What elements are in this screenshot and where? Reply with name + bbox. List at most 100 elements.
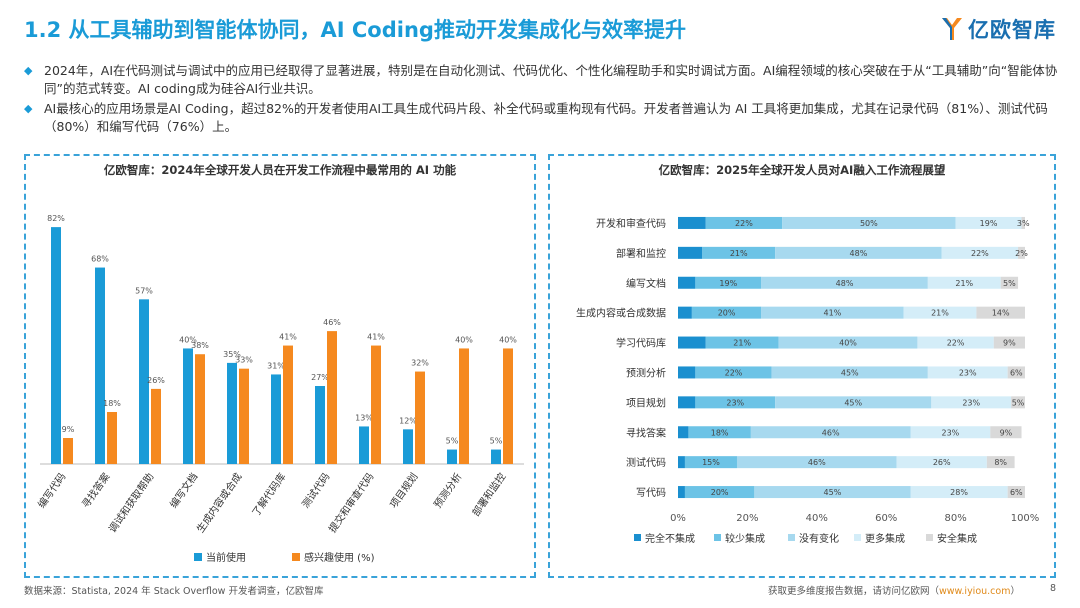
x-tick-label: 0% [670, 513, 686, 524]
bar-current [359, 426, 369, 464]
data-label: 35% [223, 350, 241, 359]
stacked-segment [1007, 366, 1025, 379]
source-note: 数据来源：Statista, 2024 年 Stack Overflow 开发者… [24, 586, 324, 597]
stacked-segment [688, 426, 751, 439]
bar-current [447, 449, 457, 464]
x-tick-label: 20% [736, 513, 758, 524]
y-tick-label: 寻找答案 [626, 426, 666, 439]
stacked-segment [678, 486, 685, 499]
legend-swatch [854, 534, 861, 541]
data-label: 46% [323, 318, 341, 327]
segment-label: 45% [841, 368, 859, 377]
segment-label: 14% [992, 309, 1010, 318]
chart-title: 亿欧智库：2024年全球开发人员在开发工作流程中最常用的 AI 功能 [104, 163, 457, 177]
segment-label: 50% [860, 219, 878, 228]
page-title: 1.2 从工具辅助到智能体协同，AI Coding推动开发集成化与效率提升 [24, 18, 686, 42]
data-label: 9% [62, 425, 75, 434]
segment-label: 15% [702, 458, 720, 467]
y-tick-label: 测试代码 [626, 456, 666, 469]
stacked-segment [771, 366, 928, 379]
bar-current [403, 429, 413, 464]
stacked-segment [750, 426, 911, 439]
segment-label: 18% [711, 428, 729, 437]
data-label: 68% [91, 255, 109, 264]
bar-interest [503, 348, 513, 464]
segment-label: 6% [1010, 368, 1023, 377]
stacked-segment [705, 216, 783, 229]
bar-current [183, 348, 193, 464]
y-tick-label: 生成内容或合成数据 [576, 307, 666, 320]
legend-label: 完全不集成 [645, 532, 695, 545]
segment-label: 21% [730, 249, 748, 258]
more-info-prefix: 获取更多维度报告数据，请访问亿欧网（ [767, 586, 939, 597]
stacked-segment [678, 426, 689, 439]
x-tick-label: 提交和审查代码 [326, 470, 377, 535]
grouped-bar-chart: 亿欧智库：2024年全球开发人员在开发工作流程中最常用的 AI 功能 82% 9% 编… [35, 163, 524, 564]
data-label: 41% [279, 333, 297, 342]
data-label: 41% [367, 333, 385, 342]
page-number: 8 [1049, 583, 1056, 594]
bar-current [491, 449, 501, 464]
bar-interest [283, 345, 293, 464]
bar-interest [107, 412, 117, 464]
bullet-item: ◆ 2024年，AI在代码测试与调试中的应用已经取得了显著进展，特别是在自动化测… [24, 62, 1064, 98]
stacked-segment [775, 396, 932, 409]
data-label: 57% [135, 286, 153, 295]
bar-interest [459, 348, 469, 464]
stacked-segment [761, 276, 928, 289]
chart-title: 亿欧智库：2025年全球开发人员对AI融入工作流程展望 [659, 163, 946, 177]
x-tick-label: 生成内容或合成 [194, 470, 245, 535]
segment-label: 45% [844, 398, 862, 407]
stacked-segment [695, 396, 776, 409]
y-tick-label: 开发和审查代码 [596, 217, 666, 230]
stacked-segment [1021, 216, 1025, 229]
more-info-note: 获取更多维度报告数据，请访问亿欧网（www.iyiou.com） [768, 583, 1020, 597]
more-info-suffix: ） [1010, 586, 1020, 597]
stacked-segment [695, 366, 772, 379]
bar-current [95, 267, 105, 464]
x-tick-label: 了解代码库 [249, 470, 288, 518]
bar-interest [371, 345, 381, 464]
stacked-segment [736, 456, 897, 469]
x-tick-label: 40% [806, 513, 828, 524]
segment-label: 9% [1000, 428, 1013, 437]
x-tick-label: 预测分析 [431, 470, 465, 510]
stacked-segment [931, 396, 1012, 409]
x-tick-label: 60% [875, 513, 897, 524]
bullet-list: ◆ 2024年，AI在代码测试与调试中的应用已经取得了显著进展，特别是在自动化测… [24, 62, 1064, 138]
stacked-segment [678, 456, 685, 469]
segment-label: 20% [718, 309, 736, 318]
data-label: 40% [499, 335, 517, 344]
segment-label: 22% [971, 249, 989, 258]
website-link[interactable]: www.iyiou.com [938, 586, 1011, 597]
legend-label: 较少集成 [725, 532, 765, 545]
stacked-segment [917, 336, 994, 349]
bar-current [271, 374, 281, 464]
stacked-segment [761, 306, 904, 319]
stacked-segment [986, 456, 1015, 469]
bar-current [139, 299, 149, 464]
bar-current [227, 362, 237, 464]
x-tick-label: 项目规划 [387, 470, 421, 510]
stacked-segment [678, 216, 706, 229]
y-tick-label: 学习代码库 [616, 337, 666, 350]
segment-label: 2% [1015, 249, 1028, 258]
stacked-segment [993, 336, 1025, 349]
data-label: 82% [47, 214, 65, 223]
stacked-segment [941, 246, 1019, 259]
data-label: 40% [455, 335, 473, 344]
segment-label: 23% [942, 428, 960, 437]
x-tick-label: 测试代码 [299, 470, 333, 510]
data-label: 31% [267, 361, 285, 370]
legend-label: 安全集成 [937, 532, 977, 545]
stacked-segment [775, 246, 942, 259]
segment-label: 26% [933, 458, 951, 467]
segment-label: 46% [822, 428, 840, 437]
x-tick-label: 调试和获取帮助 [106, 470, 157, 535]
stacked-segment [896, 456, 987, 469]
stacked-segment [678, 336, 706, 349]
logo-text: 亿欧智库 [968, 18, 1056, 42]
data-label: 38% [191, 341, 209, 350]
stacked-segment [927, 366, 1008, 379]
data-label: 5% [446, 437, 459, 446]
